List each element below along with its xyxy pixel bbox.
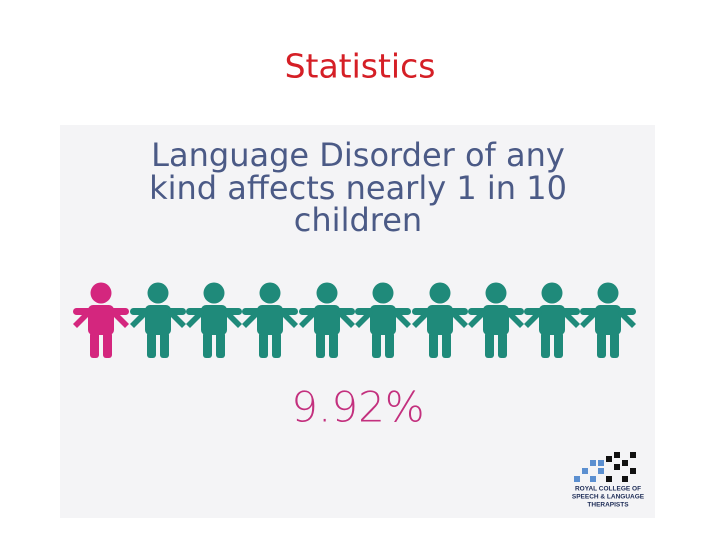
- heading-line: kind affects nearly 1 in 10: [149, 169, 567, 207]
- heading-line: Language Disorder of any: [151, 136, 565, 174]
- slide-title: Statistics: [285, 47, 436, 86]
- logo-text: SPEECH & LANGUAGE: [572, 494, 645, 501]
- logo-mark: [574, 452, 636, 482]
- logo-text: ROYAL COLLEGE OF: [575, 486, 641, 493]
- percentage: 9.92%: [291, 383, 424, 432]
- heading-line: children: [294, 201, 422, 239]
- logo-text: THERAPISTS: [587, 502, 629, 509]
